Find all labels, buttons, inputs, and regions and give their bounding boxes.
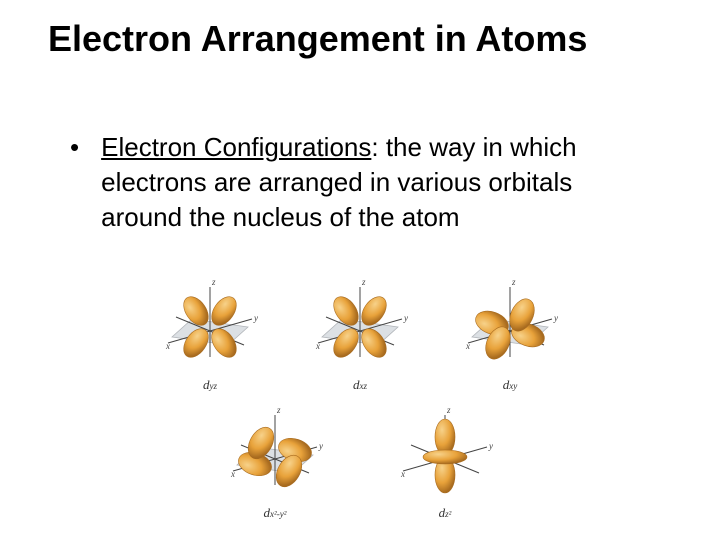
orbital-subscript: xz: [359, 381, 367, 391]
bullet-marker: •: [70, 130, 79, 235]
orbital-label: dz²: [439, 505, 452, 521]
orbital-d_x2-y2: z y x dx²-y²: [215, 403, 335, 521]
orbital-d_z2: z y x dz²: [385, 403, 505, 521]
svg-text:y: y: [403, 313, 408, 323]
orbital-label: dx²-y²: [263, 505, 286, 521]
orbital-label: dxz: [353, 377, 367, 393]
svg-text:z: z: [446, 405, 451, 415]
svg-text:x: x: [465, 341, 470, 351]
svg-text:z: z: [511, 277, 516, 287]
orbital-label: dyz: [203, 377, 217, 393]
svg-text:x: x: [165, 341, 170, 351]
orbital-d_xz: z y x dxz: [300, 275, 420, 393]
svg-text:x: x: [315, 341, 320, 351]
orbital-row-top: z y x dyz z y x dxz: [140, 275, 580, 393]
svg-text:z: z: [211, 277, 216, 287]
svg-text:y: y: [253, 313, 258, 323]
orbital-d_yz: z y x dyz: [150, 275, 270, 393]
term-underlined: Electron Configurations: [101, 132, 371, 162]
svg-text:z: z: [361, 277, 366, 287]
orbital-subscript: yz: [209, 381, 217, 391]
svg-text:y: y: [553, 313, 558, 323]
orbital-subscript: z²: [445, 509, 451, 519]
svg-text:y: y: [488, 441, 493, 451]
svg-text:x: x: [400, 469, 405, 479]
slide-title: Electron Arrangement in Atoms: [48, 18, 700, 60]
orbital-subscript: xy: [509, 381, 517, 391]
svg-text:x: x: [230, 469, 235, 479]
svg-text:y: y: [318, 441, 323, 451]
orbital-row-bottom: z y x dx²-y² z y x dz²: [140, 403, 580, 521]
orbital-subscript: x²-y²: [270, 509, 287, 519]
bullet-text: Electron Configurations: the way in whic…: [101, 130, 660, 235]
svg-text:z: z: [276, 405, 281, 415]
bullet-item: • Electron Configurations: the way in wh…: [70, 130, 660, 235]
orbital-d_xy: z y x dxy: [450, 275, 570, 393]
orbital-figure: z y x dyz z y x dxz: [140, 275, 580, 521]
orbital-label: dxy: [503, 377, 518, 393]
